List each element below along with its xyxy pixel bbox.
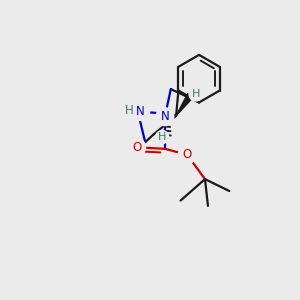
Circle shape bbox=[132, 103, 150, 120]
Text: H: H bbox=[125, 104, 134, 117]
Text: N: N bbox=[160, 110, 169, 123]
Circle shape bbox=[156, 108, 174, 126]
Text: H: H bbox=[191, 89, 200, 99]
Circle shape bbox=[189, 88, 202, 101]
Text: N: N bbox=[136, 105, 145, 118]
Text: O: O bbox=[182, 148, 192, 161]
Text: H: H bbox=[158, 132, 166, 142]
Circle shape bbox=[121, 101, 138, 119]
Circle shape bbox=[128, 138, 146, 156]
Text: O: O bbox=[132, 141, 141, 154]
Circle shape bbox=[178, 146, 196, 164]
Circle shape bbox=[156, 130, 169, 144]
Polygon shape bbox=[176, 94, 193, 116]
